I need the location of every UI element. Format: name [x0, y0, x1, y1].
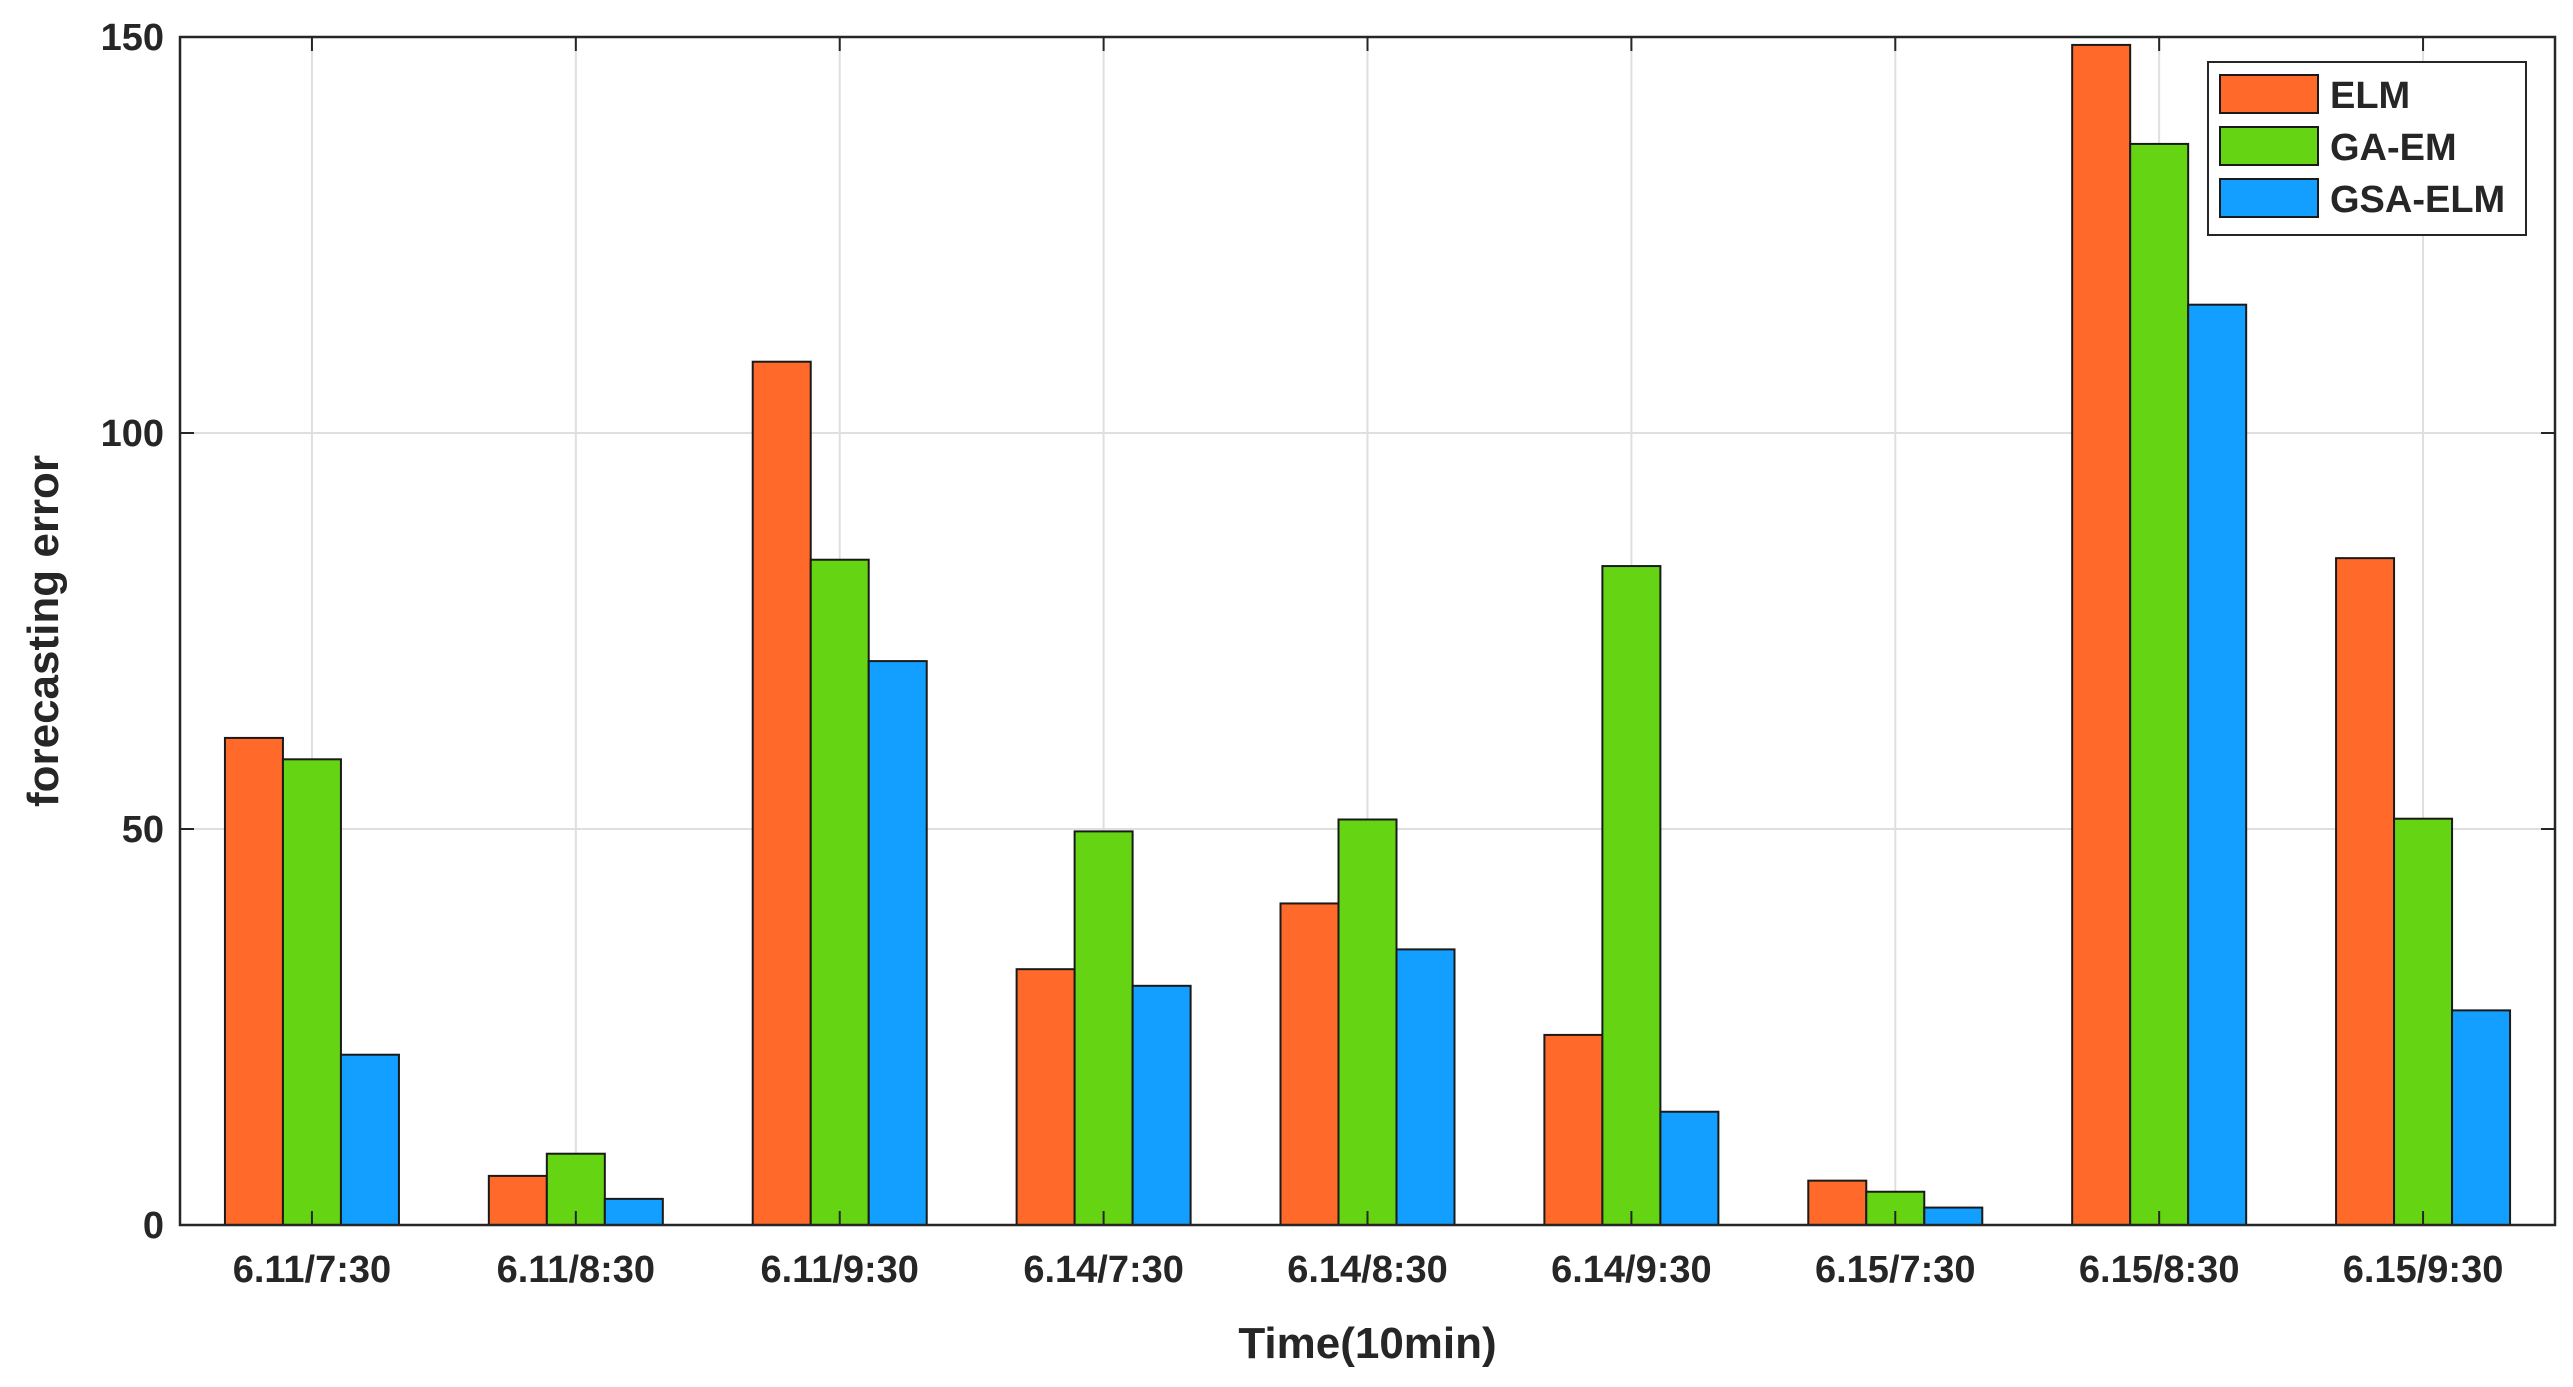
bar-elm-1	[223, 736, 284, 1226]
x-tick-label: 6.15/7:30	[1815, 1249, 1976, 1291]
bar-elm-7	[1807, 1179, 1868, 1226]
legend-swatch-ga-em	[2219, 126, 2319, 166]
bar-ga-em-9	[2393, 817, 2454, 1226]
bar-ga-em-5	[1337, 818, 1398, 1226]
bar-elm-6	[1543, 1033, 1604, 1227]
bar-gsa-elm-6	[1659, 1110, 1720, 1227]
y-tick-labels: 0 50 100 150	[101, 17, 164, 1247]
bar-elm-4	[1015, 968, 1076, 1227]
y-tick-label: 50	[122, 809, 164, 851]
bar-elm-9	[2335, 557, 2396, 1226]
x-tick-label: 6.11/9:30	[760, 1249, 918, 1291]
axis-ticks	[180, 36, 2555, 1226]
x-tick-labels: 6.11/7:30 6.11/8:30 6.11/9:30 6.14/7:30 6.14…	[233, 1249, 2504, 1291]
y-tick-label: 150	[101, 17, 164, 59]
x-tick-label: 6.15/8:30	[2079, 1249, 2240, 1291]
x-tick-label: 6.11/7:30	[233, 1249, 391, 1291]
legend-label-elm: ELM	[2330, 75, 2410, 117]
bar-elm-8	[2071, 43, 2132, 1226]
bar-gsa-elm-9	[2451, 1009, 2512, 1226]
y-axis-title: forecasting error	[19, 455, 68, 807]
bar-ga-em-1	[281, 758, 342, 1227]
x-tick-label: 6.14/9:30	[1551, 1249, 1712, 1291]
x-tick-label: 6.11/8:30	[497, 1249, 655, 1291]
x-tick-label: 6.14/7:30	[1023, 1249, 1184, 1291]
bar-gsa-elm-2	[603, 1197, 664, 1227]
bar-gsa-elm-4	[1131, 984, 1192, 1226]
bar-elm-3	[751, 360, 812, 1227]
legend-label-ga-em: GA-EM	[2330, 127, 2457, 169]
x-tick-label: 6.15/9:30	[2343, 1249, 2504, 1291]
bar-ga-em-3	[809, 558, 870, 1226]
bar-gsa-elm-5	[1395, 948, 1456, 1226]
legend-swatch-gsa-elm	[2219, 178, 2319, 218]
legend: ELM GA-EM GSA-ELM	[2207, 61, 2527, 236]
bar-ga-em-4	[1073, 830, 1134, 1226]
y-tick-label: 0	[143, 1205, 164, 1247]
legend-label-gsa-elm: GSA-ELM	[2330, 179, 2505, 221]
bar-gsa-elm-7	[1923, 1206, 1984, 1227]
bar-elm-5	[1279, 902, 1340, 1226]
bar-elm-2	[487, 1174, 548, 1226]
bar-gsa-elm-1	[339, 1053, 400, 1226]
legend-swatch-elm	[2219, 74, 2319, 114]
y-tick-label: 100	[101, 413, 164, 455]
bar-ga-em-8	[2129, 142, 2190, 1226]
bar-ga-em-6	[1601, 565, 1662, 1226]
x-axis-title: Time(10min)	[1238, 1319, 1496, 1368]
bar-gsa-elm-8	[2187, 303, 2248, 1227]
bar-gsa-elm-3	[867, 660, 928, 1226]
x-tick-label: 6.14/8:30	[1287, 1249, 1448, 1291]
bars	[223, 43, 2512, 1227]
